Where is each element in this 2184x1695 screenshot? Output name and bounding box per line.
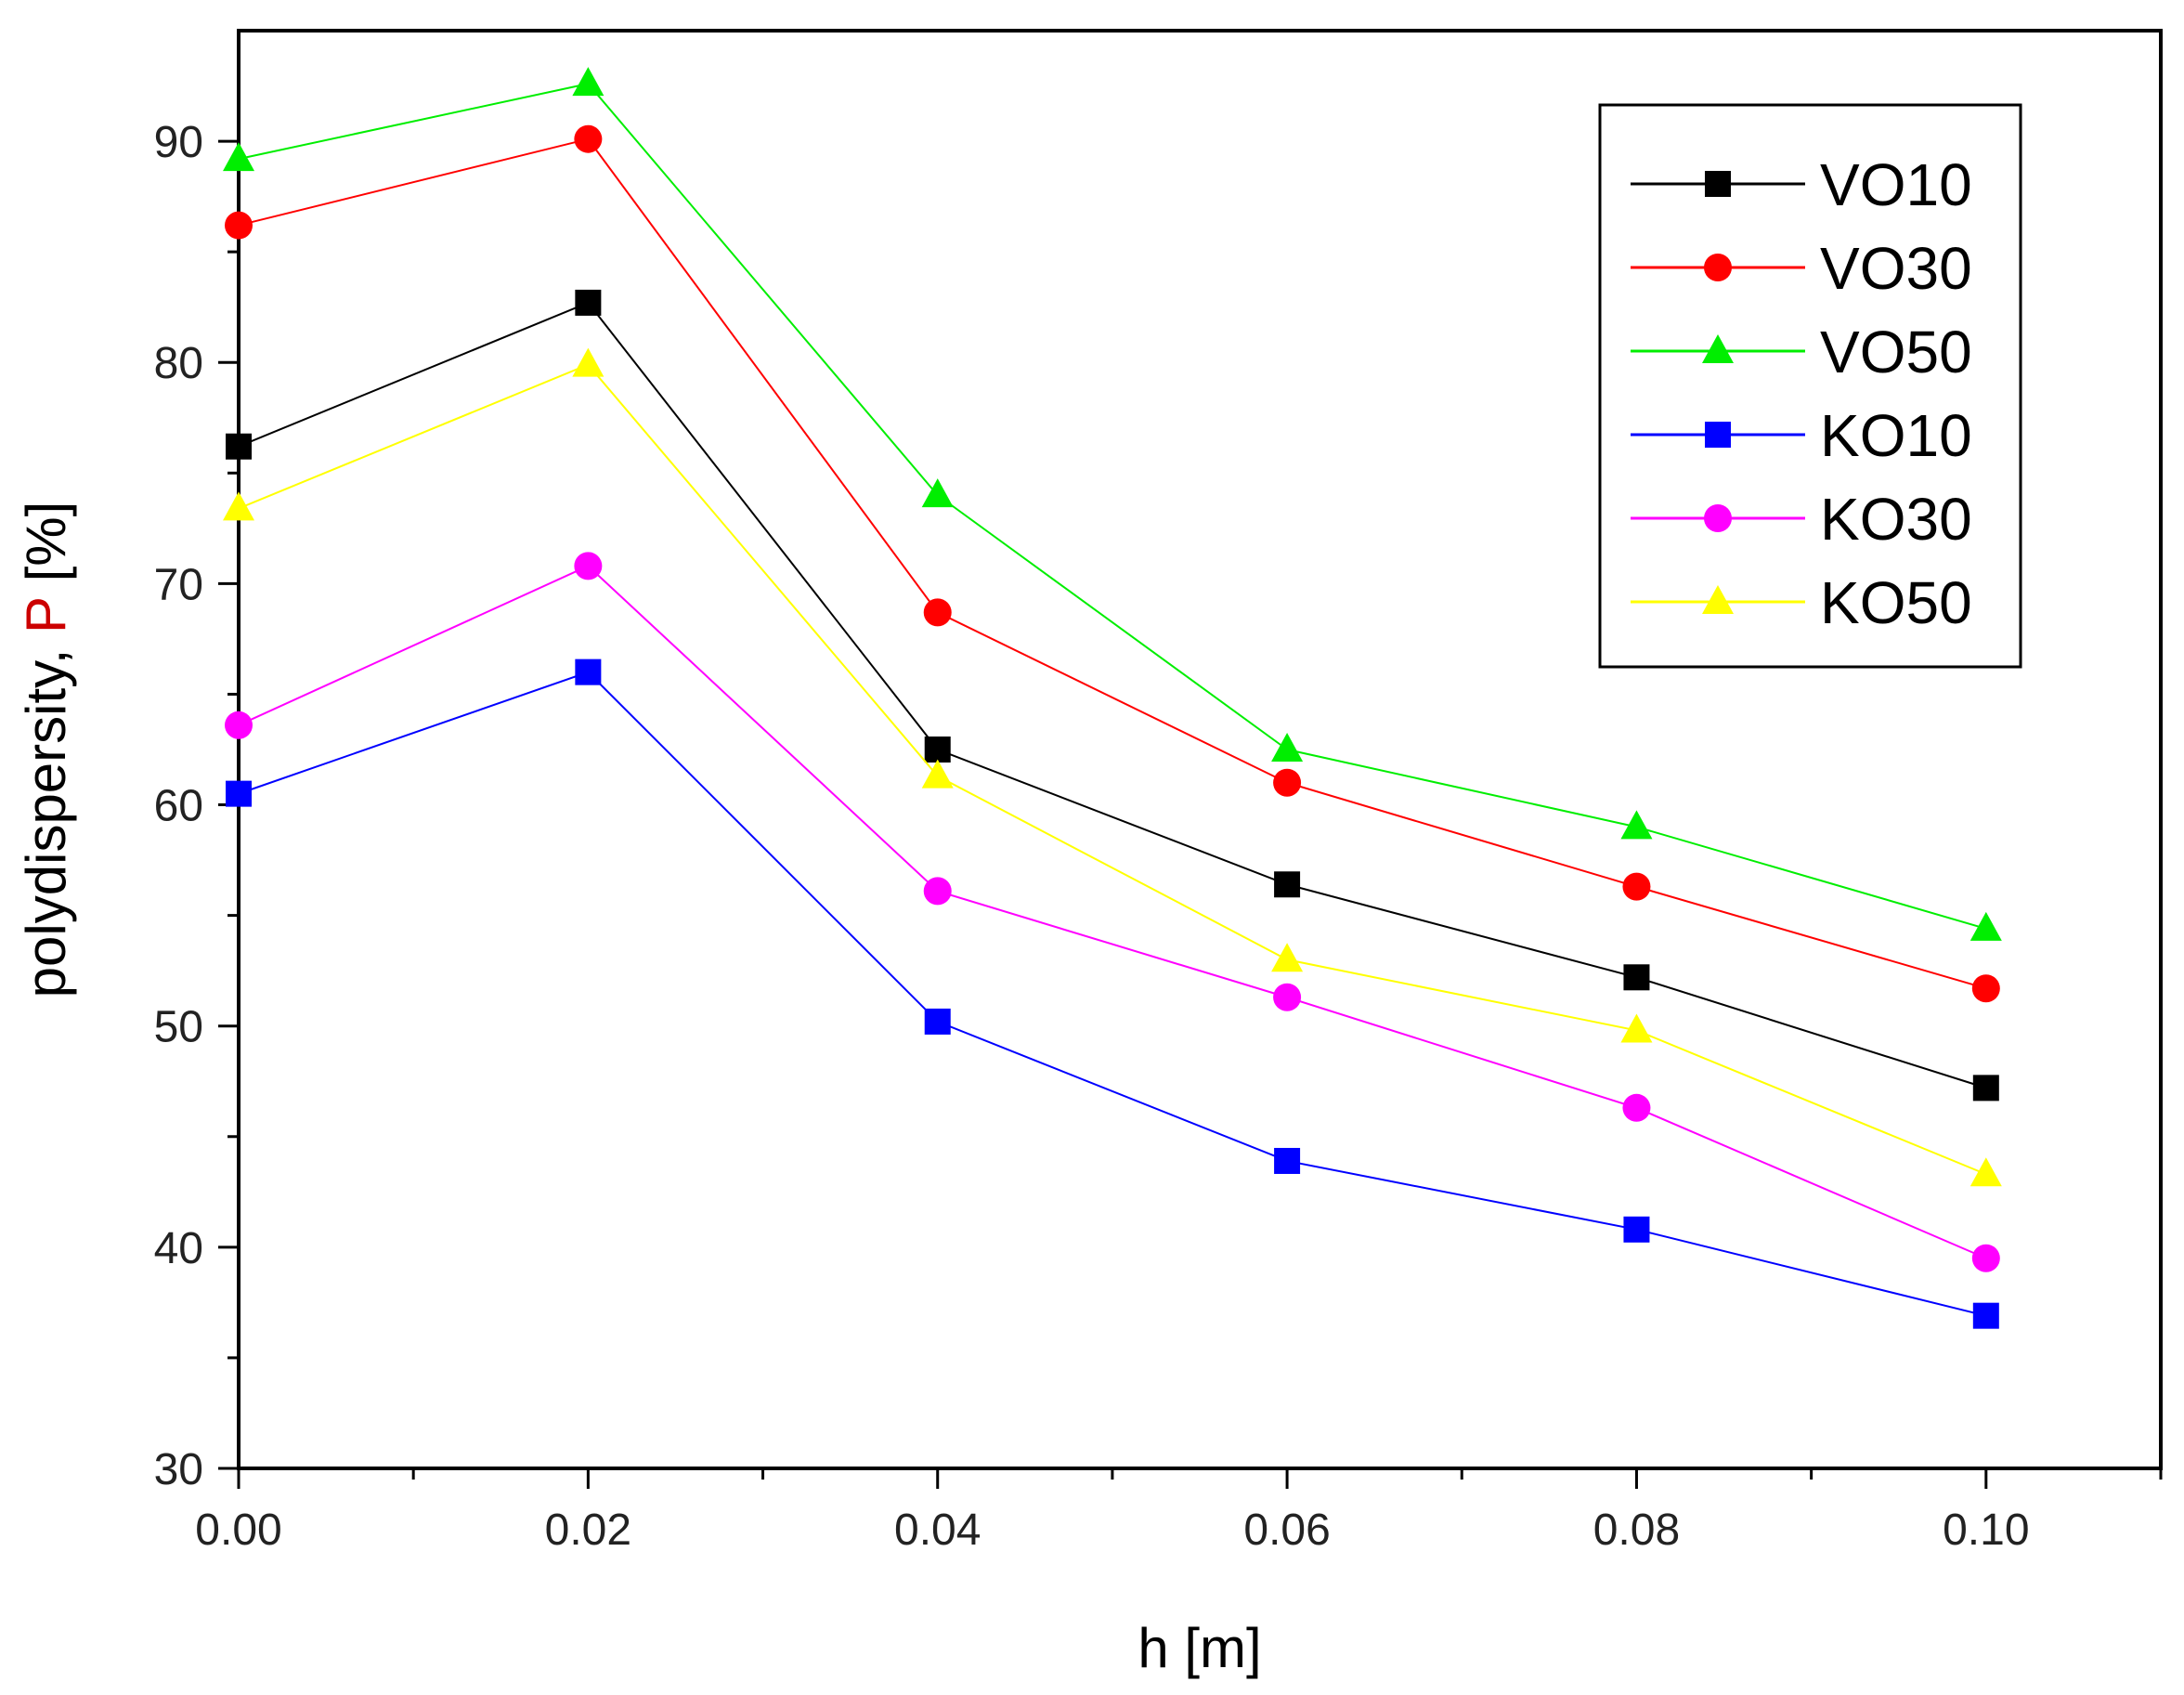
legend-item-vo10: VO10 (1631, 151, 1972, 218)
y-tick-label: 90 (154, 118, 203, 167)
series-vo10 (226, 289, 1999, 1102)
legend-label-vo50: VO50 (1820, 319, 1972, 385)
y-tick-label: 80 (154, 339, 203, 388)
y-axis-title-symbol: P (15, 597, 77, 633)
y-tick-label: 40 (154, 1224, 203, 1273)
y-tick-label: 60 (154, 782, 203, 831)
plot-frame (237, 29, 2163, 1470)
x-tick-label: 0.04 (894, 1506, 981, 1555)
data-point-vo30 (1622, 872, 1651, 901)
x-tick-label: 0.02 (545, 1506, 631, 1555)
data-point-ko10 (1972, 1302, 1999, 1329)
x-tick-label: 0.06 (1243, 1506, 1330, 1555)
y-tick-label: 50 (154, 1003, 203, 1052)
data-point-ko30 (1971, 1244, 2000, 1272)
series-ko50 (223, 347, 2002, 1187)
data-point-vo30 (923, 598, 952, 627)
series-vo50 (223, 67, 2002, 941)
data-point-ko10 (1274, 1147, 1301, 1174)
data-point-ko50 (921, 759, 954, 789)
data-point-ko30 (574, 552, 603, 580)
y-axis-title: polydispersity, P [%] (15, 502, 77, 998)
data-point-vo10 (575, 289, 602, 316)
series-ko10 (226, 658, 1999, 1329)
y-tick-label: 30 (154, 1445, 203, 1494)
x-tick-label: 0.10 (1943, 1506, 2029, 1555)
legend-label-ko10: KO10 (1820, 402, 1972, 469)
legend-item-vo30: VO30 (1631, 235, 1972, 302)
x-axis-title: h [m] (1138, 1617, 1261, 1679)
legend-box (1598, 103, 2022, 669)
data-point-ko10 (1623, 1216, 1650, 1243)
legend: VO10 VO30 VO50 KO10 KO30 KO50 (1598, 103, 2022, 669)
data-point-vo50 (1271, 733, 1304, 762)
series-ko30 (225, 552, 2000, 1272)
series-layer (223, 67, 2002, 1329)
tick-labels: 0.00 0.02 0.04 0.06 0.08 0.10 30 40 50 60 70 80 90 (154, 118, 2030, 1555)
data-point-ko50 (1970, 1157, 2002, 1187)
legend-label-ko50: KO50 (1820, 569, 1972, 636)
legend-item-ko30: KO30 (1631, 486, 1972, 553)
axis-ticks (218, 139, 2163, 1489)
legend-marker-vo50 (1702, 334, 1734, 363)
data-point-vo10 (1972, 1075, 1999, 1102)
series-vo30 (225, 124, 2000, 1003)
legend-label-vo30: VO30 (1820, 235, 1972, 302)
data-point-vo30 (225, 211, 253, 240)
data-point-vo10 (1623, 964, 1650, 991)
data-point-ko10 (226, 780, 252, 807)
y-axis-title-prefix: polydispersity, (15, 633, 77, 997)
data-point-vo10 (924, 737, 951, 763)
legend-marker-vo10 (1705, 171, 1731, 197)
legend-marker-ko30 (1704, 504, 1732, 532)
data-point-ko10 (924, 1008, 951, 1035)
data-point-ko50 (572, 347, 604, 377)
y-axis-title-unit: [%] (15, 502, 77, 597)
data-point-vo50 (1970, 911, 2002, 941)
data-point-vo50 (572, 67, 604, 97)
series-line-vo10 (238, 301, 1987, 1089)
x-tick-label: 0.00 (195, 1506, 281, 1555)
data-point-vo30 (1273, 768, 1302, 797)
data-point-ko30 (923, 877, 952, 906)
series-line-ko30 (238, 565, 1987, 1259)
legend-label-ko30: KO30 (1820, 486, 1972, 553)
legend-label-vo10: VO10 (1820, 151, 1972, 218)
series-line-ko50 (238, 363, 1987, 1176)
data-point-ko50 (223, 491, 254, 521)
y-tick-label: 70 (154, 560, 203, 609)
x-tick-label: 0.08 (1593, 1506, 1680, 1555)
data-point-vo50 (1620, 810, 1653, 840)
data-point-ko30 (1273, 983, 1302, 1011)
data-point-ko30 (225, 711, 253, 739)
legend-item-ko50: KO50 (1631, 569, 1972, 636)
series-line-vo50 (238, 83, 1987, 930)
series-line-vo30 (238, 137, 1987, 990)
legend-item-vo50: VO50 (1631, 319, 1972, 385)
data-point-ko30 (1622, 1093, 1651, 1122)
data-point-vo30 (1971, 974, 2000, 1003)
legend-marker-vo30 (1704, 254, 1732, 281)
data-point-vo50 (223, 142, 254, 172)
legend-item-ko10: KO10 (1631, 402, 1972, 469)
legend-marker-ko50 (1702, 585, 1734, 614)
data-point-vo10 (226, 433, 252, 460)
series-line-ko10 (238, 671, 1987, 1317)
data-point-vo30 (574, 124, 603, 153)
legend-marker-ko10 (1705, 422, 1731, 448)
data-point-ko10 (575, 658, 602, 685)
data-point-vo50 (921, 478, 954, 508)
data-point-ko50 (1620, 1013, 1653, 1043)
data-point-vo10 (1274, 871, 1301, 898)
data-point-ko50 (1271, 943, 1304, 972)
